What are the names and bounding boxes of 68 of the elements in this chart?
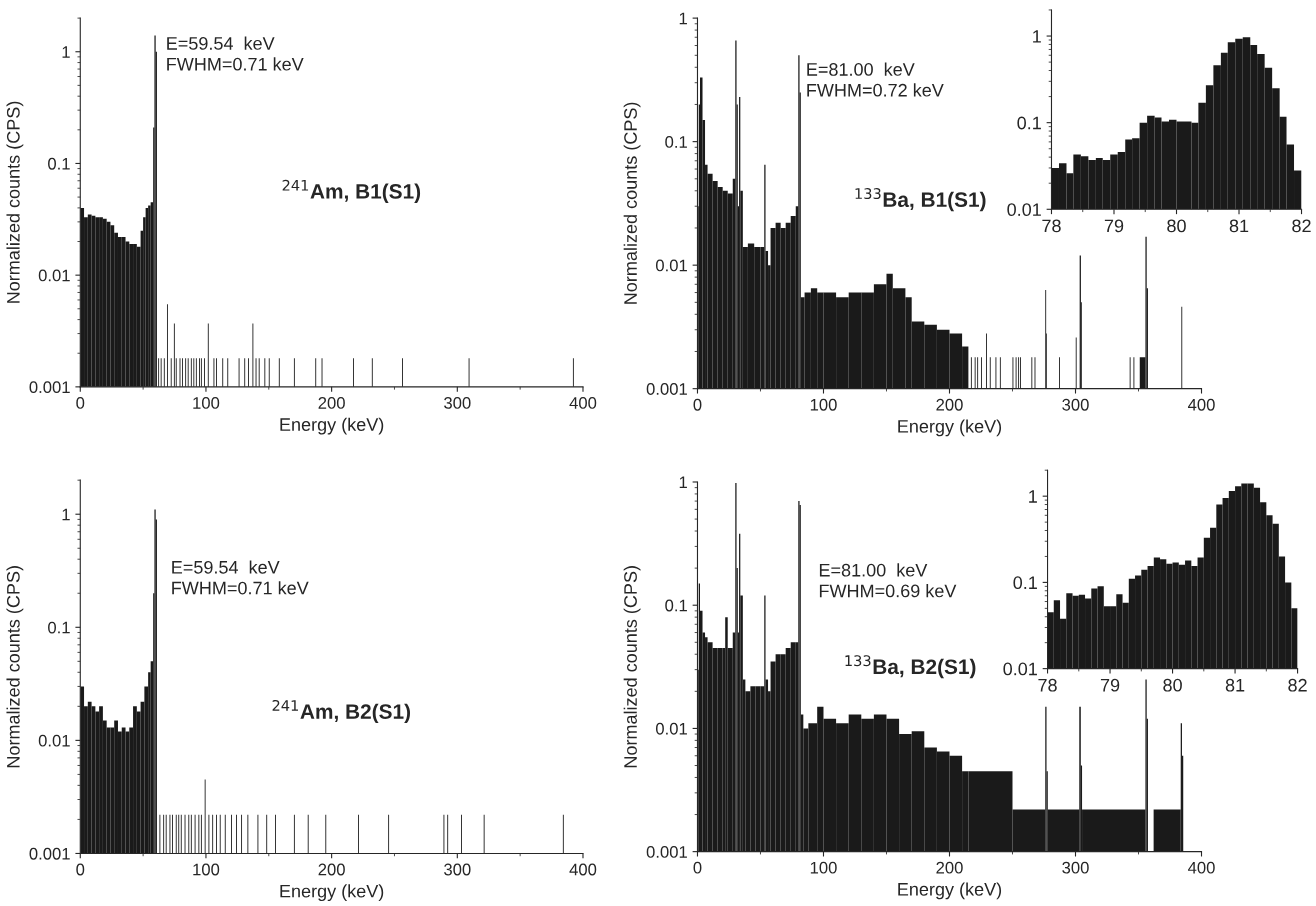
y-tick-label: 0.001	[29, 847, 70, 860]
annotation: $^{133}$Ba, B1(S1)	[855, 188, 986, 212]
x-tick-label: 300	[1062, 398, 1089, 411]
x-tick-label: 80	[1163, 678, 1182, 692]
y-tick-label: 1	[62, 46, 70, 58]
x-axis-title: Energy (keV)	[898, 882, 1002, 900]
x-tick-label: 0	[76, 863, 85, 876]
x-tick-label: 200	[318, 863, 345, 876]
x-tick-label: 0	[693, 861, 702, 874]
x-tick-label: 100	[193, 863, 220, 876]
x-tick-label: 79	[1100, 678, 1120, 692]
y-tick-label: 0.1	[1017, 116, 1041, 130]
y-tick-label: 0.01	[38, 269, 70, 282]
x-tick-label: 0	[76, 397, 85, 409]
y-tick-label: 0.01	[1007, 203, 1041, 217]
annotation: $^{133}$Ba, B2(S1)	[845, 655, 976, 679]
x-tick-label: 80	[1167, 219, 1186, 233]
y-tick-label: 0.1	[665, 599, 687, 612]
annotation: E=59.54 keV FWHM=0.71 keV	[172, 560, 309, 595]
x-tick-label: 400	[1187, 861, 1215, 874]
x-tick-label: 200	[318, 397, 345, 409]
x-axis-title: Energy (keV)	[280, 884, 384, 902]
y-tick-label: 1	[679, 12, 687, 25]
x-tick-label: 78	[1042, 219, 1061, 233]
x-tick-label: 82	[1292, 219, 1311, 233]
x-tick-label: 81	[1229, 219, 1249, 233]
annotation: E=81.00 keV FWHM=0.72 keV	[807, 62, 944, 97]
y-tick-label: 0.01	[655, 722, 687, 735]
y-tick-label: 0.001	[646, 846, 687, 858]
x-tick-label: 100	[193, 397, 220, 409]
x-tick-label: 200	[936, 398, 963, 411]
y-tick-label: 0.1	[48, 157, 70, 170]
y-tick-label: 0.001	[29, 381, 70, 394]
x-tick-label: 79	[1104, 219, 1124, 233]
x-tick-label: 82	[1288, 678, 1307, 692]
x-axis-title: Energy (keV)	[898, 419, 1002, 437]
y-tick-label: 0.01	[655, 259, 687, 272]
y-tick-label: 1	[62, 508, 70, 521]
x-tick-label: 400	[569, 397, 597, 409]
x-tick-label: 400	[569, 863, 597, 876]
x-tick-label: 78	[1038, 678, 1057, 692]
x-axis-title: Energy (keV)	[280, 417, 384, 435]
x-tick-label: 100	[810, 861, 837, 874]
y-tick-label: 1	[1033, 30, 1041, 43]
y-tick-label: 0.1	[1013, 576, 1037, 590]
annotation: E=81.00 keV FWHM=0.69 keV	[819, 563, 957, 598]
x-tick-label: 200	[936, 861, 963, 874]
x-tick-label: 0	[693, 398, 702, 411]
y-axis-title: Normalized counts (CPS)	[6, 566, 24, 768]
annotation: $^{241}$Am, B1(S1)	[282, 179, 421, 203]
x-tick-label: 81	[1225, 678, 1245, 692]
y-tick-label: 0.001	[646, 383, 687, 395]
x-tick-label: 300	[444, 397, 471, 409]
y-axis-title: Normalized counts (CPS)	[623, 102, 641, 304]
x-tick-label: 400	[1187, 398, 1215, 411]
y-tick-label: 1	[679, 476, 687, 489]
x-tick-label: 300	[1062, 861, 1089, 874]
x-tick-label: 300	[444, 863, 471, 876]
y-tick-label: 0.01	[38, 734, 70, 747]
x-tick-label: 100	[810, 398, 837, 411]
annotation: E=59.54 keV FWHM=0.71 keV	[167, 36, 304, 71]
annotation: $^{241}$Am, B2(S1)	[272, 699, 411, 724]
y-axis-title: Normalized counts (CPS)	[623, 566, 641, 768]
y-tick-label: 0.1	[48, 621, 70, 634]
y-tick-label: 0.01	[1003, 662, 1037, 676]
y-tick-label: 0.1	[665, 136, 687, 148]
y-axis-title: Normalized counts (CPS)	[6, 101, 24, 303]
y-tick-label: 1	[1029, 490, 1037, 503]
